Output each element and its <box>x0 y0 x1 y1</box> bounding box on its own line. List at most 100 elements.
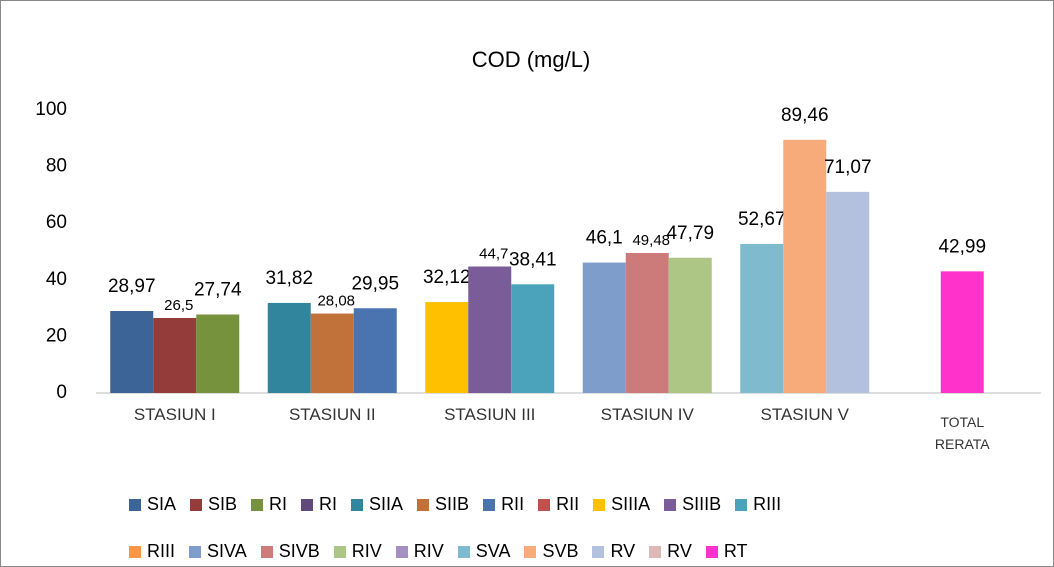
data-label: 32,12 <box>423 267 471 288</box>
bar <box>940 271 984 393</box>
bar <box>740 243 784 393</box>
legend-item: RIII <box>735 494 781 515</box>
legend-swatch <box>351 498 364 511</box>
legend-label: RT <box>723 541 748 561</box>
legend-label: SVB <box>542 541 579 561</box>
legend-swatch <box>251 498 264 511</box>
legend-item: RV <box>592 541 635 562</box>
data-label: 44,7 <box>479 245 508 262</box>
legend-swatch <box>333 545 346 558</box>
y-tick-label: 100 <box>35 99 67 120</box>
data-label: 29,95 <box>351 273 399 294</box>
legend-item: RI <box>251 494 287 515</box>
x-tick-label: STASIUN IV <box>600 405 694 424</box>
y-tick-label: 0 <box>56 382 67 403</box>
legend-swatch <box>129 498 141 511</box>
legend-swatch <box>649 545 662 558</box>
bar <box>110 311 154 393</box>
legend-label: RV <box>610 541 636 561</box>
bar <box>826 191 870 393</box>
legend-label: RII <box>556 494 580 514</box>
legend-item: SIIIB <box>664 494 721 515</box>
legend-swatch <box>735 498 748 511</box>
legend-swatch <box>483 498 496 511</box>
legend-label: RI <box>319 494 338 514</box>
data-label: 38,41 <box>509 249 557 270</box>
legend-swatch <box>189 545 202 558</box>
bar <box>153 318 197 393</box>
legend-label: RIII <box>147 541 176 561</box>
data-label: 49,48 <box>632 232 670 249</box>
legend-swatch <box>457 545 470 558</box>
legend-label: SIIIB <box>682 494 722 514</box>
bar <box>310 313 354 393</box>
legend-swatch <box>705 545 718 558</box>
data-label: 71,07 <box>824 157 872 178</box>
legend-label: SIIIA <box>611 494 651 514</box>
legend-label: SIIA <box>369 494 404 514</box>
legend-label: RI <box>269 494 288 514</box>
legend-label: SIB <box>208 494 238 514</box>
legend-label: SIA <box>147 494 177 514</box>
x-tick-label: STASIUN II <box>288 405 376 424</box>
legend-item: RII <box>483 494 524 515</box>
data-label: 28,08 <box>317 293 355 310</box>
x-tick-label: STASIUN III <box>444 405 536 424</box>
legend-swatch <box>417 498 430 511</box>
data-label: 31,82 <box>265 268 313 289</box>
x-tick-label: TOTAL RERATA <box>934 414 990 452</box>
legend-label: RIII <box>753 494 782 514</box>
y-tick-label: 20 <box>46 325 67 346</box>
legend-item: SIVB <box>260 541 320 562</box>
legend-swatch <box>664 498 677 511</box>
legend-swatch <box>260 545 273 558</box>
chart-title: COD (mg/L) <box>472 47 591 72</box>
bar <box>511 284 555 393</box>
legend-label: SIIB <box>435 494 470 514</box>
x-tick-label: STASIUN I <box>133 405 216 424</box>
bar <box>668 257 712 393</box>
data-label: 27,74 <box>194 280 242 301</box>
legend: SIA SIB RI RI SIIA SIIB RII RII SIIIA SIIIB RIII RI… <box>129 481 1029 567</box>
y-tick-label: 40 <box>46 269 67 290</box>
legend-swatch <box>524 545 537 558</box>
y-tick-label: 80 <box>46 156 67 177</box>
legend-label: SIVB <box>278 541 320 561</box>
legend-item: SVA <box>457 541 511 562</box>
legend-label: RIV <box>351 541 382 561</box>
bar <box>625 252 669 393</box>
data-label: 46,1 <box>586 228 623 249</box>
legend-swatch <box>592 545 605 558</box>
data-label: 89,46 <box>781 105 829 126</box>
legend-swatch <box>538 498 551 511</box>
legend-item: RIV <box>333 541 382 562</box>
bar <box>267 302 311 393</box>
y-tick-label: 60 <box>46 212 67 233</box>
bar <box>425 302 469 393</box>
legend-label: RII <box>501 494 525 514</box>
legend-item: RT <box>705 541 748 562</box>
legend-item: RV <box>649 541 692 562</box>
data-label: 28,97 <box>108 276 156 297</box>
data-label: 42,99 <box>938 236 986 257</box>
legend-item: SIIA <box>351 494 403 515</box>
bar <box>353 308 397 393</box>
legend-item: SIVA <box>189 541 247 562</box>
x-tick-label: STASIUN V <box>760 405 849 424</box>
legend-label: RV <box>667 541 692 561</box>
data-label: 52,67 <box>738 209 786 230</box>
legend-swatch <box>395 545 408 558</box>
bar <box>196 314 240 393</box>
legend-label: SIVA <box>207 541 247 561</box>
legend-item: RI <box>301 494 337 515</box>
legend-item: SIA <box>129 494 176 515</box>
bar <box>468 266 512 393</box>
legend-label: RIV <box>413 541 444 561</box>
legend-swatch <box>129 545 141 558</box>
legend-item: RIII <box>129 541 175 562</box>
legend-swatch <box>593 498 606 511</box>
legend-label: SVA <box>475 541 511 561</box>
legend-item: SIIIA <box>593 494 650 515</box>
